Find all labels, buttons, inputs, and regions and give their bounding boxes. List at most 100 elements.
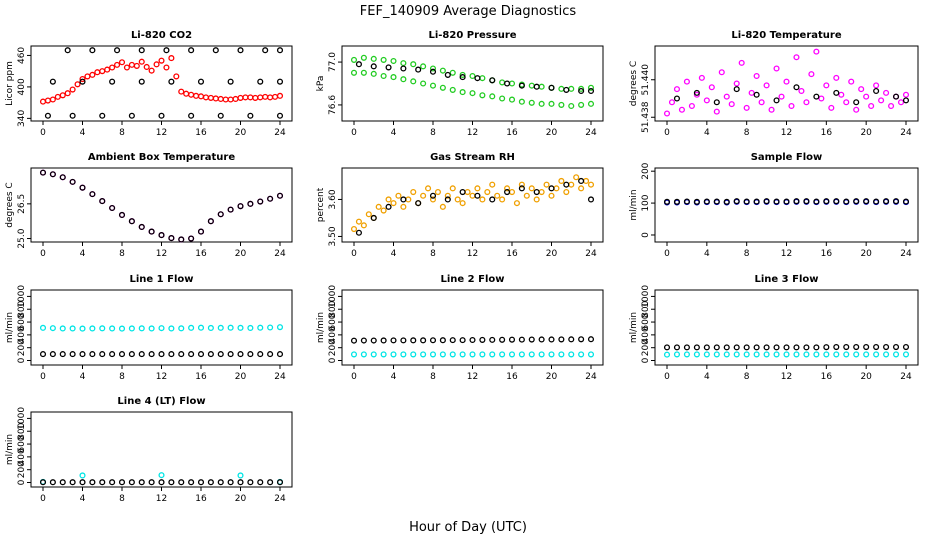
data-point xyxy=(375,203,382,210)
data-point xyxy=(109,479,116,486)
data-point xyxy=(118,479,126,486)
data-point xyxy=(823,344,830,351)
data-point xyxy=(873,198,880,205)
data-point xyxy=(853,99,860,106)
data-point xyxy=(227,206,234,213)
x-tick-label: 16 xyxy=(195,249,207,259)
data-point xyxy=(548,84,555,91)
series-temperature xyxy=(663,48,910,117)
data-point xyxy=(109,325,116,332)
data-point xyxy=(188,91,195,98)
plot-frame xyxy=(30,411,293,488)
data-point xyxy=(469,72,476,80)
data-point xyxy=(843,99,850,106)
x-tick-label: 20 xyxy=(546,128,558,138)
data-point xyxy=(668,99,676,106)
data-point xyxy=(410,78,417,85)
data-point xyxy=(257,78,264,85)
data-point xyxy=(227,479,234,486)
plot-frame xyxy=(341,45,604,122)
data-point xyxy=(138,479,145,486)
data-point xyxy=(578,177,585,185)
data-point xyxy=(902,351,910,358)
x-tick-label: 0 xyxy=(351,249,357,259)
data-point xyxy=(499,79,506,86)
y-tick-label: 200 xyxy=(17,339,27,356)
data-point xyxy=(439,203,446,210)
data-point xyxy=(508,336,516,343)
data-point xyxy=(449,69,456,76)
data-point xyxy=(188,112,195,119)
y-tick-label: 200 xyxy=(641,339,651,356)
data-point xyxy=(733,86,740,93)
x-tick-label: 0 xyxy=(664,372,670,382)
data-point xyxy=(713,198,720,205)
data-point xyxy=(883,344,890,351)
series-reference xyxy=(663,198,910,205)
data-point xyxy=(44,112,51,119)
data-point xyxy=(158,351,165,358)
data-point xyxy=(449,86,456,93)
data-point xyxy=(533,196,540,203)
data-point xyxy=(410,351,417,358)
data-point xyxy=(673,198,681,205)
x-tick-label: 24 xyxy=(900,372,912,382)
data-point xyxy=(84,73,91,80)
data-point xyxy=(128,325,135,332)
data-point xyxy=(853,106,860,113)
panel-title: Li-820 Pressure xyxy=(428,30,516,41)
data-point xyxy=(459,89,466,96)
data-point xyxy=(733,351,740,358)
data-point xyxy=(743,351,750,358)
data-point xyxy=(803,344,810,351)
data-point xyxy=(753,344,760,351)
data-point xyxy=(753,72,760,80)
data-point xyxy=(873,344,880,351)
y-tick-label: 26.5 xyxy=(17,194,27,214)
data-point xyxy=(758,99,765,106)
x-tick-label: 20 xyxy=(860,128,872,138)
data-point xyxy=(783,351,790,358)
data-point xyxy=(400,65,407,72)
data-point xyxy=(499,196,506,203)
data-point xyxy=(420,351,427,358)
data-point xyxy=(484,189,491,196)
y-axis-label: degrees C xyxy=(629,61,639,106)
data-point xyxy=(479,336,486,343)
data-point xyxy=(89,47,96,54)
data-point xyxy=(188,47,195,54)
data-point xyxy=(863,351,870,358)
x-tick-label: 12 xyxy=(781,372,792,382)
data-point xyxy=(743,198,750,205)
data-point xyxy=(504,185,511,192)
data-point xyxy=(733,198,740,205)
data-point xyxy=(833,74,840,81)
data-point xyxy=(237,94,244,101)
data-point xyxy=(207,351,214,358)
data-point xyxy=(247,200,254,207)
data-point xyxy=(868,102,875,110)
x-tick-label: 8 xyxy=(744,249,750,259)
data-point xyxy=(390,200,397,207)
data-point xyxy=(823,351,830,358)
data-point xyxy=(783,198,790,205)
panel-title: Line 3 Flow xyxy=(755,274,819,285)
data-point xyxy=(449,337,456,344)
data-point xyxy=(768,106,775,113)
data-point xyxy=(207,94,214,101)
x-tick-label: 16 xyxy=(195,372,207,382)
data-point xyxy=(813,351,820,358)
data-point xyxy=(237,472,244,479)
data-point xyxy=(429,196,437,203)
series-reference xyxy=(39,169,284,243)
data-point xyxy=(247,479,254,486)
data-point xyxy=(99,198,106,205)
data-point xyxy=(469,90,476,97)
data-point xyxy=(863,344,870,351)
x-tick-label: 24 xyxy=(900,249,912,259)
data-point xyxy=(439,67,446,74)
data-point xyxy=(380,337,387,344)
data-point xyxy=(69,112,76,119)
data-point xyxy=(504,189,511,196)
x-tick-label: 12 xyxy=(156,494,167,504)
